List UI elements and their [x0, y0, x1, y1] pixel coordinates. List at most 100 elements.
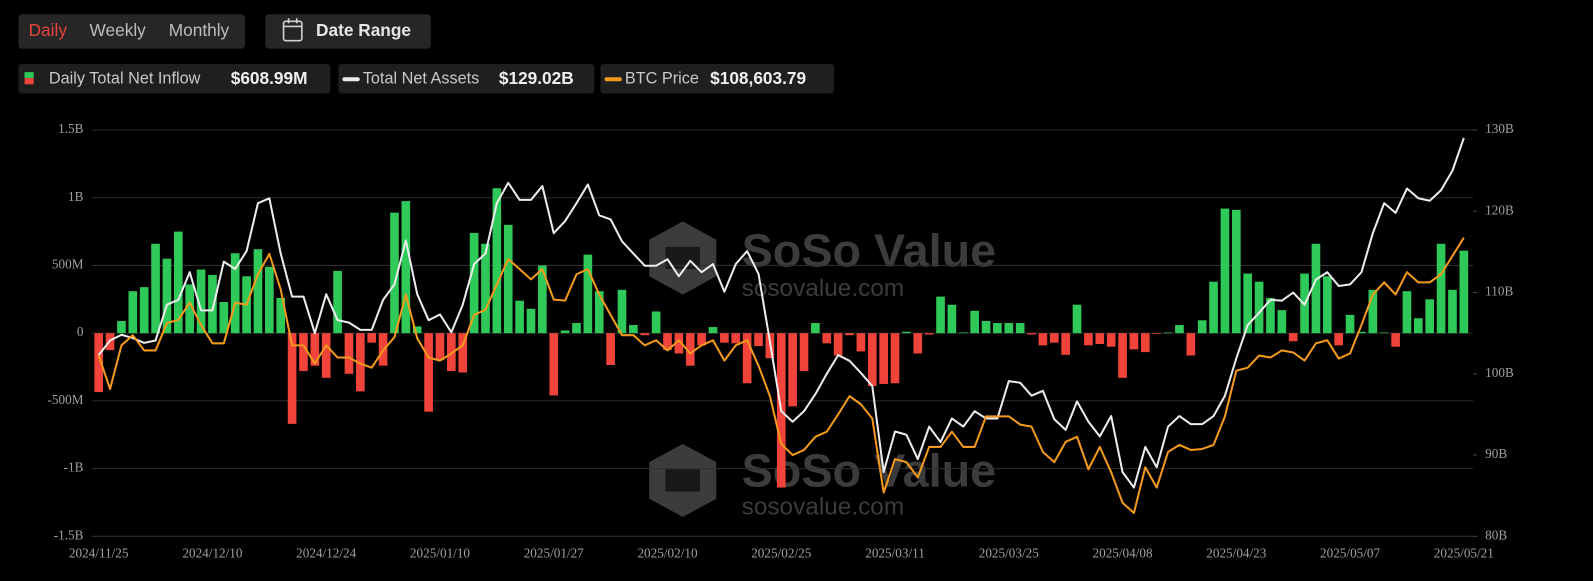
period-weekly[interactable]: Weekly	[90, 20, 147, 40]
bar	[151, 243, 160, 334]
x-tick-label: 2025/03/25	[979, 546, 1039, 561]
bar	[1084, 333, 1093, 346]
legend-label: Total Net Assets	[363, 70, 480, 88]
bar	[1152, 333, 1162, 334]
bar	[94, 333, 104, 393]
bar	[162, 258, 172, 334]
bar	[287, 333, 297, 424]
bar	[1186, 333, 1196, 356]
bar	[663, 333, 672, 351]
bar	[1220, 208, 1230, 334]
x-tick-label: 2024/12/24	[296, 546, 356, 561]
watermark-logo-cut	[665, 246, 701, 270]
y-tick-label: 0	[77, 324, 84, 339]
bar	[1391, 333, 1400, 347]
x-tick-label: 2025/01/27	[524, 546, 584, 561]
bar	[890, 333, 900, 384]
bar	[617, 289, 627, 334]
watermark-brand: SoSo Value	[742, 224, 996, 276]
bar	[947, 304, 957, 334]
bar	[1027, 333, 1036, 335]
bar	[1197, 320, 1207, 334]
period-daily[interactable]: Daily	[29, 20, 68, 40]
bar	[219, 302, 229, 334]
bar	[458, 333, 468, 373]
bar	[356, 333, 365, 392]
bar	[1277, 310, 1287, 334]
period-monthly[interactable]: Monthly	[169, 20, 230, 40]
legend-value: $129.02B	[499, 68, 574, 88]
bar	[1425, 299, 1435, 334]
bar	[708, 327, 718, 334]
bar	[1311, 243, 1321, 334]
bar	[196, 269, 206, 334]
bar	[1061, 333, 1070, 355]
bar	[583, 254, 593, 334]
bar	[401, 201, 411, 334]
legend-box	[18, 63, 331, 94]
line	[97, 237, 1465, 514]
bar	[811, 323, 820, 334]
bar	[1038, 333, 1048, 346]
bar	[174, 231, 183, 334]
y2-tick-label: 110B	[1485, 284, 1513, 299]
y-tick-label: -1.5B	[54, 527, 84, 542]
bar	[799, 333, 809, 372]
bar	[1345, 314, 1355, 334]
bar	[788, 333, 797, 407]
bar	[310, 333, 320, 366]
watermark: SoSo Value sosovalue.com	[649, 221, 996, 302]
bar	[674, 333, 684, 354]
date-range-label[interactable]: Date Range	[316, 20, 411, 40]
x-tick-label: 2025/02/25	[751, 546, 811, 561]
x-tick-label: 2025/04/08	[1093, 546, 1153, 561]
bar	[481, 243, 490, 334]
bar	[435, 333, 445, 361]
legend-icon	[24, 78, 34, 85]
y2-tick-label: 130B	[1485, 121, 1514, 136]
bar	[1379, 332, 1389, 334]
x-tick-label: 2025/01/10	[410, 546, 470, 561]
legend-value: $108,603.79	[710, 68, 806, 88]
date-range-button[interactable]	[265, 14, 431, 49]
bar	[924, 333, 934, 335]
period-switch[interactable]	[18, 14, 245, 49]
bar	[139, 287, 149, 334]
bar	[469, 232, 479, 334]
bar	[572, 323, 581, 334]
bar	[629, 325, 638, 334]
x-tick-label: 2025/02/10	[637, 546, 697, 561]
legend-label: Daily Total Net Inflow	[49, 70, 201, 88]
bar	[720, 333, 729, 343]
x-tick-label: 2024/12/10	[182, 546, 242, 561]
x-tick-label: 2025/04/23	[1206, 546, 1266, 561]
bar	[731, 333, 741, 344]
bar	[1288, 333, 1298, 342]
legend-value: $608.99M	[231, 68, 308, 88]
bar	[879, 333, 888, 384]
bar	[1459, 250, 1469, 334]
y2-tick-label: 100B	[1485, 365, 1514, 380]
bar	[1209, 281, 1218, 334]
bar	[299, 333, 308, 372]
bar	[1129, 333, 1139, 350]
bar	[640, 333, 650, 336]
bar	[742, 333, 752, 384]
y2-tick-label: 80B	[1485, 527, 1507, 542]
bar	[208, 274, 217, 334]
bar	[230, 253, 240, 334]
watermark-logo-cut	[665, 469, 701, 492]
bar	[321, 333, 331, 378]
bar	[390, 212, 399, 334]
bar	[515, 300, 524, 334]
bar	[902, 331, 911, 334]
bar	[333, 270, 342, 334]
bar	[276, 297, 286, 334]
watermark-url: sosovalue.com	[742, 275, 904, 302]
x-tick-label: 2025/05/07	[1320, 546, 1380, 561]
x-tick-label: 2025/05/21	[1434, 546, 1494, 561]
bar	[128, 291, 138, 334]
x-tick-label: 2025/03/11	[865, 546, 925, 561]
bar	[560, 330, 570, 334]
bar	[697, 333, 706, 346]
